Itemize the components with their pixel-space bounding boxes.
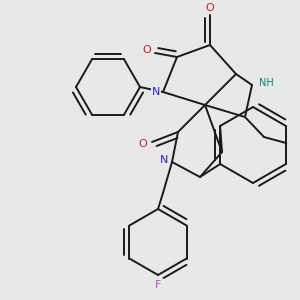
Text: N: N: [160, 155, 168, 165]
Text: O: O: [206, 3, 214, 13]
Text: O: O: [142, 45, 152, 55]
Text: O: O: [139, 139, 147, 149]
Text: F: F: [155, 280, 161, 290]
Text: NH: NH: [259, 78, 273, 88]
Text: N: N: [152, 87, 160, 97]
